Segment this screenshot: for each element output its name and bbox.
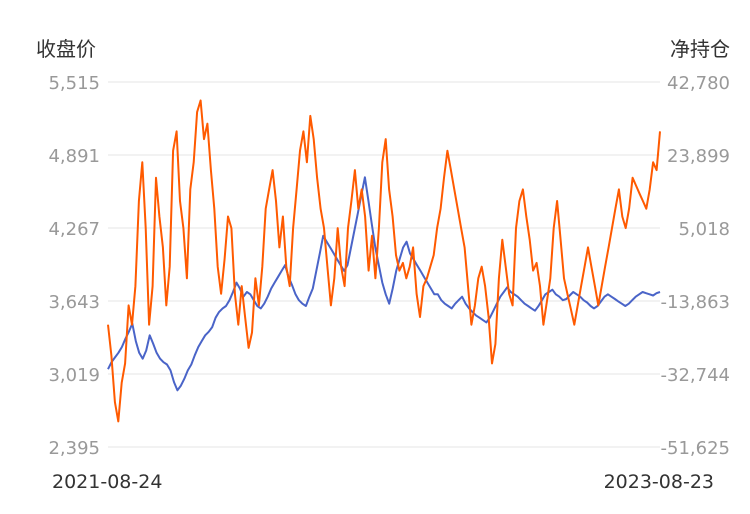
left-tick-label: 4,267 xyxy=(48,219,100,240)
right-tick-label: 23,899 xyxy=(667,146,730,167)
right-tick-label: -13,863 xyxy=(661,292,730,313)
right-tick-label: 5,018 xyxy=(678,219,730,240)
left-axis-title: 收盘价 xyxy=(36,37,96,61)
x-label-end: 2023-08-23 xyxy=(604,471,714,493)
right-axis-title: 净持仓 xyxy=(670,37,730,61)
right-tick-label: 42,780 xyxy=(667,73,730,94)
right-tick-label: -32,744 xyxy=(661,365,730,386)
left-tick-label: 3,019 xyxy=(48,365,100,386)
left-tick-label: 5,515 xyxy=(48,73,100,94)
left-axis-ticks: 5,515 4,891 4,267 3,643 3,019 2,395 xyxy=(48,73,100,459)
x-label-start: 2021-08-24 xyxy=(52,471,162,493)
left-tick-label: 3,643 xyxy=(48,292,100,313)
series-layer xyxy=(107,99,661,423)
series-line-left-axis xyxy=(107,176,661,392)
series-line-right-axis xyxy=(107,99,661,423)
right-axis-ticks: 42,780 23,899 5,018 -13,863 -32,744 -51,625 xyxy=(661,73,730,459)
right-tick-label: -51,625 xyxy=(661,438,730,459)
left-tick-label: 2,395 xyxy=(48,438,100,459)
left-tick-label: 4,891 xyxy=(48,146,100,167)
grid-lines xyxy=(108,81,660,448)
